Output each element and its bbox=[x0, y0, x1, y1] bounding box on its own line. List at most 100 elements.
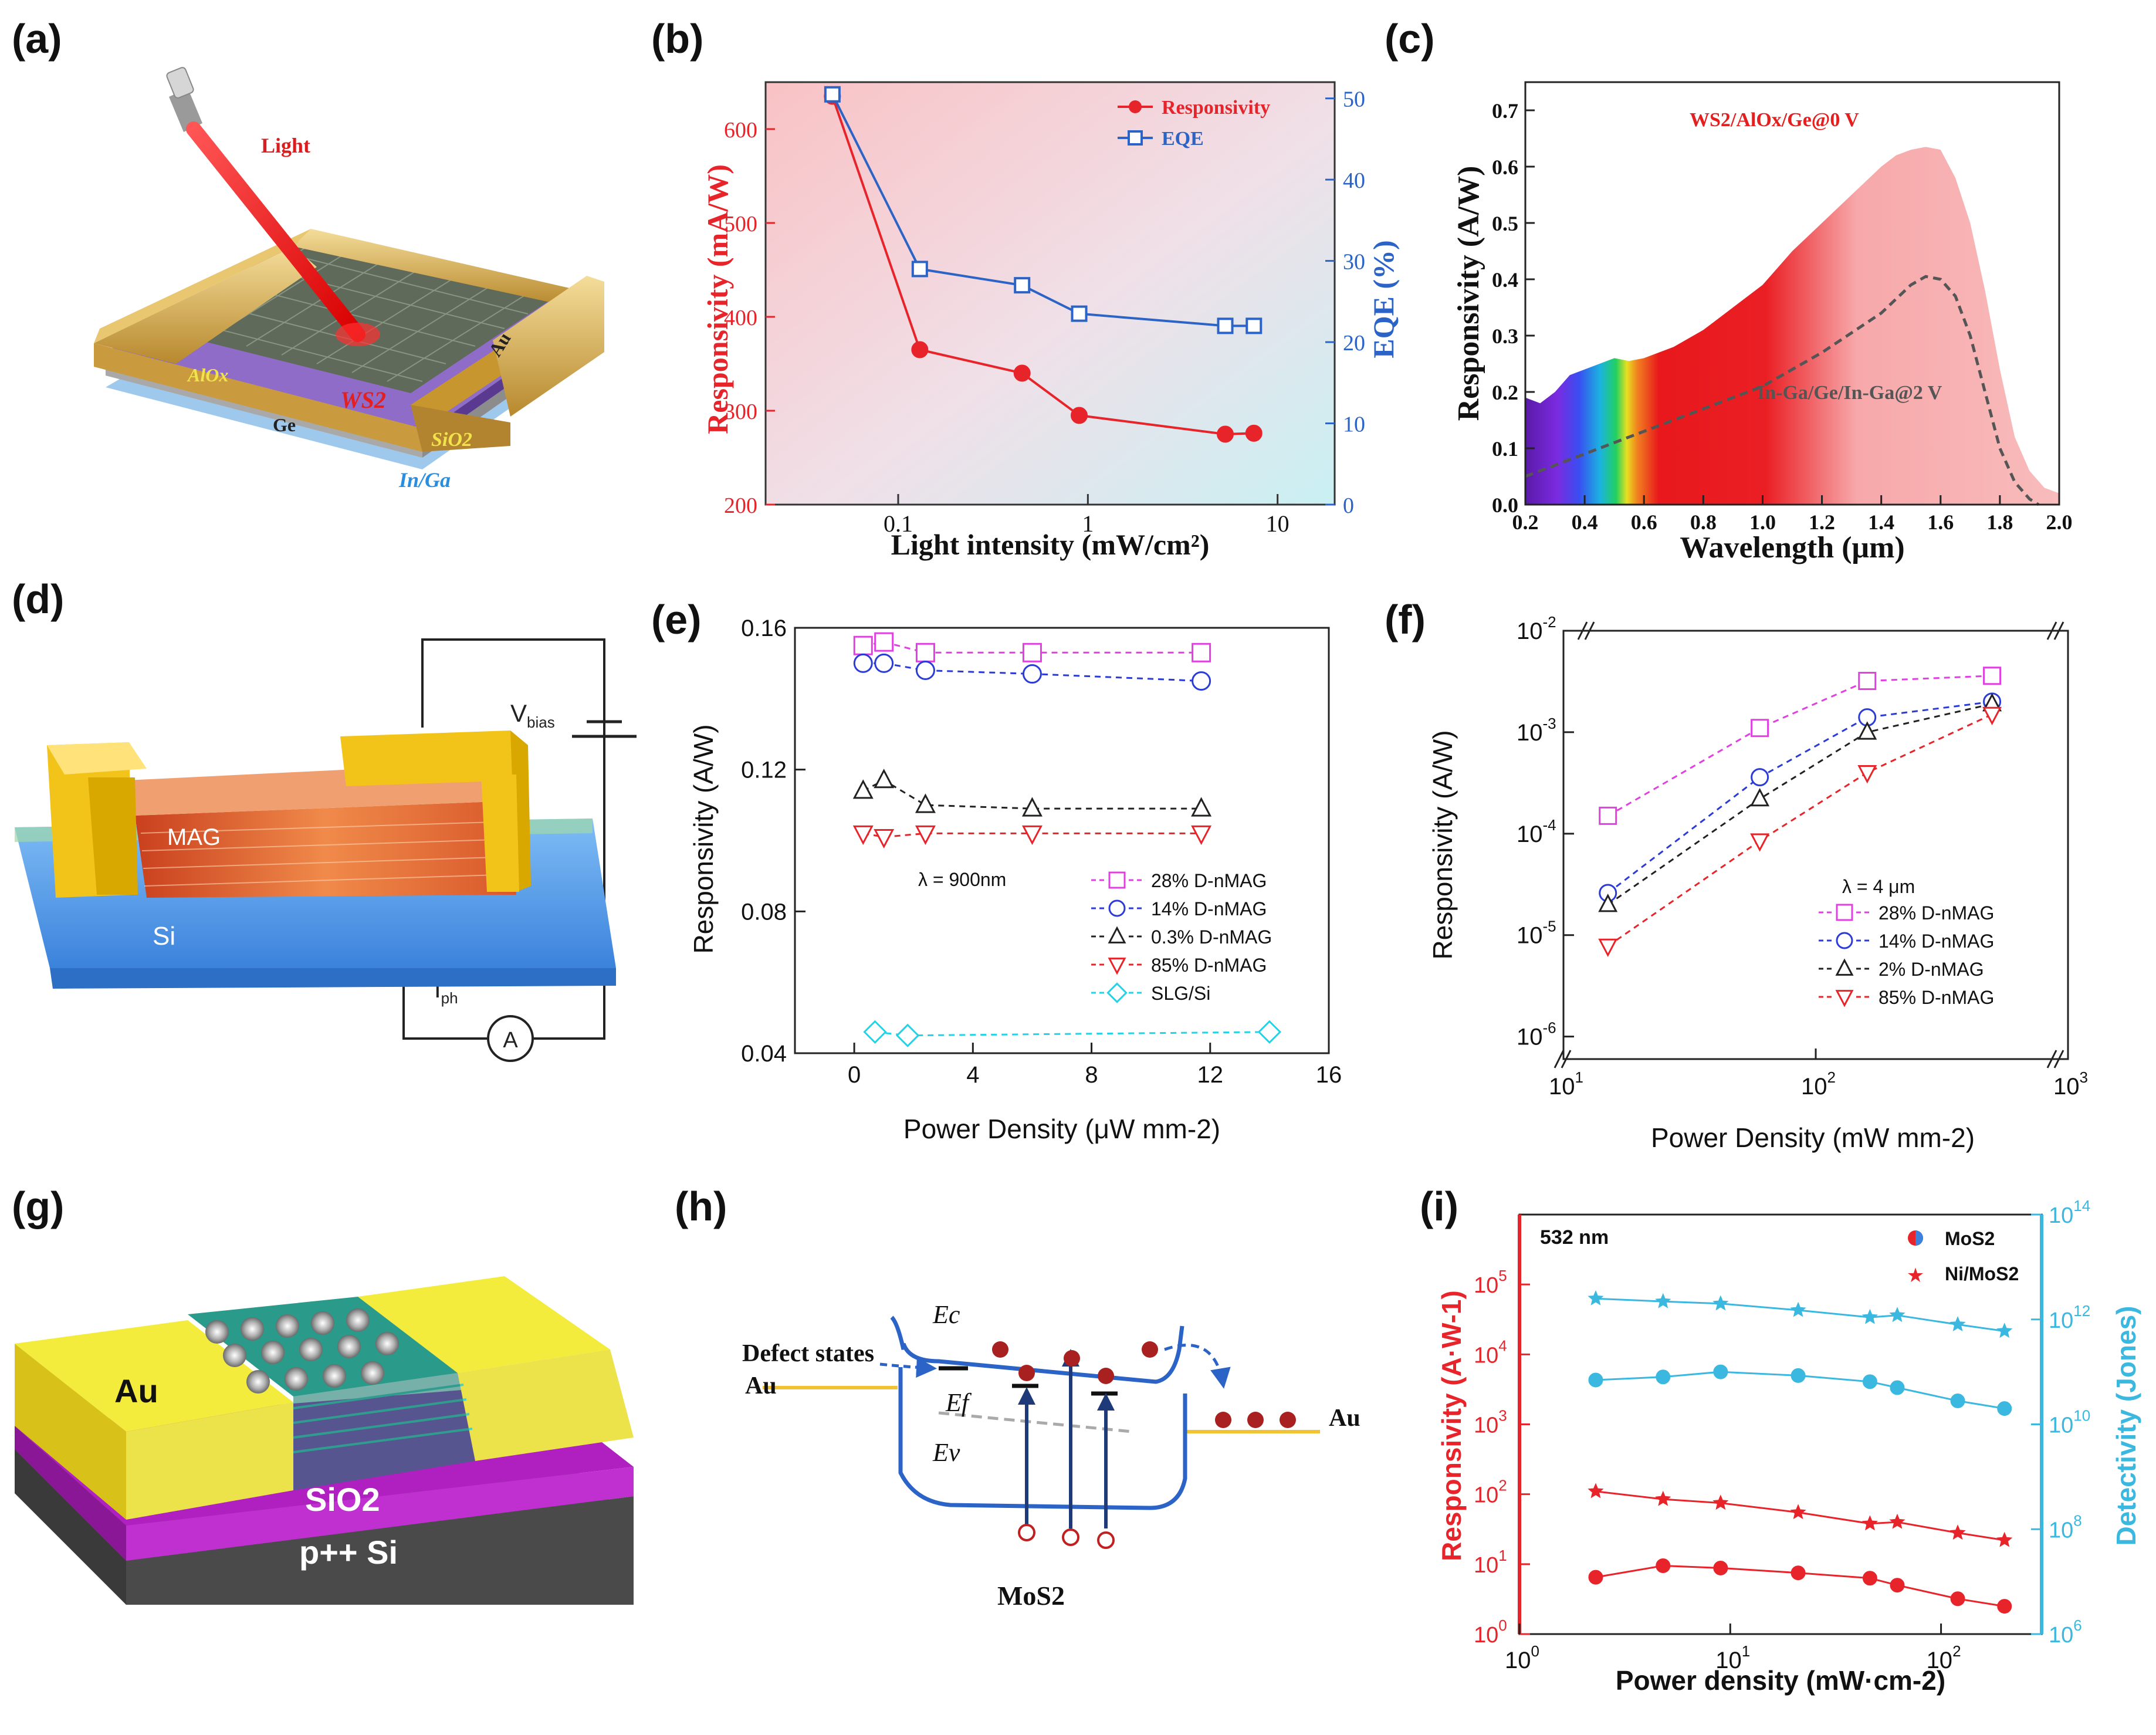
chart-f-point-2-0 bbox=[1598, 894, 1618, 912]
chart-e-ytick-label-2: 0.12 bbox=[741, 757, 787, 783]
label-psi: p++ Si bbox=[299, 1534, 398, 1571]
label-ws2: WS2 bbox=[340, 387, 386, 413]
chart-e-point-2-1 bbox=[874, 769, 895, 789]
chart-f-ylabel: Responsivity (A/W) bbox=[1427, 730, 1458, 959]
chart-e-point-4-1 bbox=[895, 1023, 920, 1047]
light-source bbox=[169, 88, 202, 132]
chart-b-y2tick-label-1: 10 bbox=[1343, 412, 1365, 437]
ni-nanoparticles bbox=[205, 1308, 399, 1394]
circuit-wire-top bbox=[421, 638, 605, 736]
label-inga: In/Ga bbox=[398, 468, 451, 492]
chart-f-legend-marker-0 bbox=[1836, 904, 1853, 921]
chart-i-ylabel: Responsivity (A·W-1) bbox=[1436, 1290, 1467, 1561]
chart-i-ytick-label-2: 102 bbox=[1474, 1477, 1507, 1508]
chart-f-series-line-0 bbox=[1607, 675, 1992, 817]
chart-e-annotation: λ = 900nm bbox=[918, 869, 1006, 890]
chart-b-ytick-label-0: 200 bbox=[724, 493, 757, 518]
chart-c-annotation-ws2: WS2/AlOx/Ge@0 V bbox=[1690, 109, 1859, 131]
chart-f-point-0-2 bbox=[1858, 672, 1877, 691]
chart-b-y2tick-label-2: 20 bbox=[1343, 331, 1365, 356]
chart-i-ytick-label-4: 104 bbox=[1474, 1337, 1507, 1368]
chart-i-y2tick-label-2: 1010 bbox=[2049, 1407, 2090, 1438]
label-au-g: Au bbox=[114, 1372, 158, 1409]
chart-b-point-responsivity-4 bbox=[1217, 425, 1234, 443]
chart-b-point-eqe-1 bbox=[911, 261, 928, 278]
chart-f-xtick-label-2: 103 bbox=[2053, 1068, 2088, 1100]
panel-letter-a: (a) bbox=[12, 16, 62, 62]
chart-b-xtick-label-2: 10 bbox=[1266, 510, 1289, 537]
chart-i: 100 101 102 103 104 105 106 108 1010 1012 1014 100 1… bbox=[1436, 1197, 2141, 1696]
chart-e-point-4-0 bbox=[863, 1020, 887, 1044]
chart-i-y2tick-label-0: 106 bbox=[2049, 1616, 2082, 1648]
chart-i-series-line-3 bbox=[1595, 1297, 2005, 1332]
chart-i-point-0-0 bbox=[1588, 1570, 1603, 1585]
chart-i-y2tick-label-4: 1014 bbox=[2049, 1197, 2090, 1228]
chart-e-ytick-label-1: 0.08 bbox=[741, 899, 787, 925]
chart-b-legend-marker-eqe bbox=[1128, 130, 1143, 146]
chart-c-xlabel: Wavelength (μm) bbox=[1680, 531, 1904, 564]
chart-f-legend: 28% D-nMAG 14% D-nMAG 2% D-nMAG 85% D-nMAG bbox=[1819, 902, 1994, 1008]
chart-f-point-1-1 bbox=[1751, 768, 1769, 787]
chart-b-point-responsivity-1 bbox=[911, 341, 929, 359]
chart-f-legend-marker-3 bbox=[1835, 990, 1854, 1007]
label-ge: Ge bbox=[273, 414, 296, 435]
chart-c-xtick-label-1: 0.4 bbox=[1572, 510, 1598, 534]
chart-e-frame bbox=[794, 627, 1330, 1054]
chart-b-y2tick-label-3: 30 bbox=[1343, 250, 1365, 275]
chart-b: 200 300 400 500 600 0 10 20 30 40 50 0.1 1 10 Respo… bbox=[701, 81, 1400, 561]
chart-i-point-1-3 bbox=[1790, 1504, 1806, 1520]
chart-i-xtick-label-2: 102 bbox=[1927, 1642, 1961, 1673]
chart-b-legend-eqe: EQE bbox=[1162, 128, 1204, 150]
chart-f-legend-label-3: 85% D-nMAG bbox=[1879, 987, 1994, 1008]
au-electrode-left bbox=[15, 1320, 293, 1432]
chart-e-ylabel: Responsivity (A/W) bbox=[688, 724, 719, 953]
chart-e-legend-label-4: SLG/Si bbox=[1151, 983, 1210, 1004]
chart-f-ytick-label-4: 10-2 bbox=[1517, 613, 1556, 644]
chart-e-point-2-3 bbox=[1021, 797, 1043, 817]
chart-i-point-1-7 bbox=[1996, 1531, 2013, 1547]
chart-e-legend-marker-4 bbox=[1106, 982, 1128, 1003]
chart-b-ytick-label-1: 300 bbox=[724, 400, 757, 424]
chart-b-xtick-label-1: 1 bbox=[1082, 510, 1094, 537]
chart-c-ytick-label-4: 0.4 bbox=[1492, 268, 1518, 292]
chart-e-legend-marker-2 bbox=[1108, 926, 1126, 943]
chart-f-series-line-3 bbox=[1607, 713, 1993, 947]
chart-i-point-1-5 bbox=[1889, 1513, 1905, 1529]
ammeter bbox=[487, 1015, 534, 1062]
chart-b-point-eqe-2 bbox=[1014, 277, 1031, 294]
chart-e-point-1-2 bbox=[915, 661, 935, 680]
chart-b-ytick-label-2: 400 bbox=[724, 306, 757, 330]
chart-f-point-3-1 bbox=[1750, 833, 1770, 852]
label-si: Si bbox=[153, 922, 175, 951]
chart-e-point-3-4 bbox=[1191, 825, 1212, 845]
panel-letter-h: (h) bbox=[675, 1183, 727, 1229]
chart-e-point-4-2 bbox=[1257, 1020, 1282, 1044]
chart-i-point-0-4 bbox=[1862, 1571, 1877, 1586]
chart-f-annotation: λ = 4 μm bbox=[1842, 876, 1915, 897]
chart-e-xtick-label-2: 8 bbox=[1085, 1062, 1098, 1088]
chart-b-ytick-label-3: 500 bbox=[724, 212, 757, 236]
chart-i-ytick-label-3: 103 bbox=[1474, 1407, 1507, 1438]
chart-c-area-ws2 bbox=[1525, 147, 2059, 505]
chart-e-point-1-4 bbox=[1192, 671, 1211, 691]
chart-c-xtick-label-8: 1.8 bbox=[1986, 510, 2013, 534]
chart-i-ytick-label-1: 101 bbox=[1474, 1547, 1507, 1578]
chart-b-xlabel: Light intensity (mW/cm²) bbox=[891, 528, 1210, 561]
panel-d-device: A Vbias Iph Si MAG bbox=[15, 638, 637, 1062]
chart-e-legend-label-1: 14% D-nMAG bbox=[1151, 898, 1267, 919]
label-au-left: Au bbox=[745, 1372, 777, 1399]
chart-i-point-2-0 bbox=[1588, 1372, 1603, 1388]
chart-e-point-3-1 bbox=[874, 828, 895, 849]
chart-e-point-2-2 bbox=[915, 793, 936, 813]
chart-b-legend: Responsivity EQE bbox=[1118, 97, 1270, 150]
chart-c: 0.0 0.1 0.2 0.3 0.4 0.5 0.6 0.7 0.2 0.4 0.6 0.8 1.0 1… bbox=[1452, 81, 2073, 564]
chart-f-series-line-2 bbox=[1607, 703, 1992, 905]
chart-b-xtick-label-0: 0.1 bbox=[884, 510, 913, 537]
chart-i-y2label: Detectivity (Jones) bbox=[2111, 1306, 2141, 1545]
chart-i-point-1-4 bbox=[1861, 1515, 1879, 1531]
chart-i-point-3-0 bbox=[1588, 1290, 1604, 1306]
chart-i-annotation: 532 nm bbox=[1540, 1226, 1609, 1249]
chart-i-point-3-6 bbox=[1949, 1316, 1966, 1331]
chart-e-point-3-2 bbox=[915, 825, 936, 845]
chart-e-point-3-0 bbox=[852, 825, 874, 845]
